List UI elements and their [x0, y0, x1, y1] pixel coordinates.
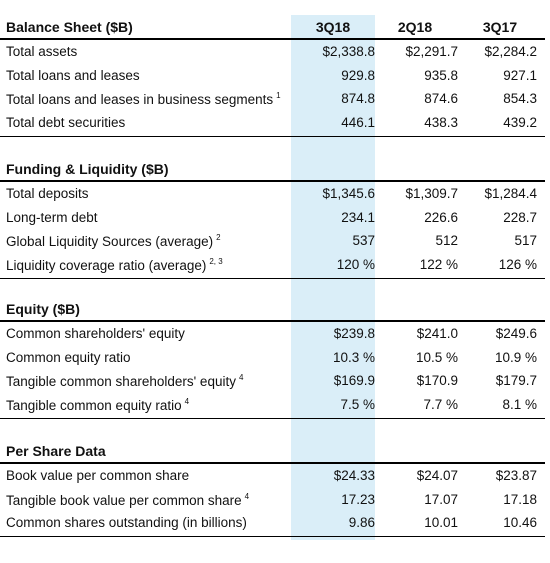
column-header: 3Q17: [482, 19, 518, 35]
cell-value: 8.1 %: [502, 397, 537, 413]
cell-value: $169.9: [333, 373, 375, 389]
cell-value: 234.1: [341, 209, 375, 225]
cell-value: $249.6: [495, 326, 537, 341]
cell-value: $24.07: [416, 468, 458, 483]
cell-value: $2,338.8: [322, 44, 375, 59]
cell-value: 17.07: [424, 491, 458, 507]
row-label: Total loans and leases: [6, 68, 140, 83]
header-rule: [0, 180, 545, 182]
cell-value: 9.86: [348, 515, 375, 531]
header-rule: [0, 462, 545, 464]
label-text: Global Liquidity Sources (average): [6, 234, 214, 250]
cell-value: 7.5 %: [340, 397, 375, 413]
row-label: Liquidity coverage ratio (average) 2, 3: [6, 257, 223, 273]
cell-value: $170.9: [416, 373, 458, 389]
cell-value: 935.8: [424, 67, 458, 83]
row-label: Common shares outstanding (in billions): [6, 515, 247, 530]
footnote-ref: 2, 3: [209, 257, 223, 267]
cell-value: 17.18: [503, 491, 537, 507]
label-text: Tangible book value per common share: [6, 492, 242, 508]
row-label: Tangible common shareholders' equity 4: [6, 373, 243, 389]
label-text: Total loans and leases in business segme…: [6, 92, 274, 108]
footnote-ref: 2: [216, 233, 221, 243]
cell-value: 537: [352, 233, 375, 249]
cell-value: 10.3 %: [332, 349, 375, 365]
row-label: Global Liquidity Sources (average) 2: [6, 233, 221, 249]
label-text: Total assets: [6, 44, 78, 59]
header-rule: [0, 38, 545, 40]
cell-value: 126 %: [498, 257, 537, 273]
cell-value: 927.1: [503, 67, 537, 83]
cell-value: 929.8: [341, 67, 375, 83]
section-rule: [0, 278, 545, 280]
label-text: Common shareholders' equity: [6, 326, 185, 341]
label-text: Total deposits: [6, 186, 89, 201]
section-title: Per Share Data: [6, 443, 106, 459]
label-text: Tangible common shareholders' equity: [6, 374, 236, 390]
cell-value: $2,291.7: [405, 44, 458, 59]
cell-value: 7.7 %: [423, 397, 458, 413]
cell-value: $179.7: [495, 373, 537, 389]
cell-value: $1,345.6: [322, 186, 375, 201]
row-label: Total loans and leases in business segme…: [6, 91, 281, 107]
label-text: Common equity ratio: [6, 349, 131, 365]
header-rule: [0, 320, 545, 322]
cell-value: 10.9 %: [494, 349, 537, 365]
cell-value: 517: [514, 233, 537, 249]
highlight-column: [291, 15, 375, 540]
row-label: Total debt securities: [6, 115, 125, 130]
cell-value: 226.6: [424, 209, 458, 225]
section-title: Funding & Liquidity ($B): [6, 161, 169, 177]
cell-value: 122 %: [419, 257, 458, 273]
row-label: Common equity ratio: [6, 350, 131, 365]
row-label: Total deposits: [6, 186, 89, 201]
row-label: Tangible book value per common share 4: [6, 492, 249, 508]
cell-value: 10.01: [424, 515, 458, 531]
column-header: 3Q18: [315, 19, 351, 35]
cell-value: $2,284.2: [484, 44, 537, 59]
cell-value: $24.33: [333, 468, 375, 483]
label-text: Total debt securities: [6, 115, 126, 131]
cell-value: $23.87: [495, 468, 537, 483]
cell-value: 874.8: [341, 91, 375, 107]
cell-value: $1,309.7: [405, 186, 458, 201]
row-label: Long-term debt: [6, 210, 98, 225]
section-rule: [0, 136, 545, 138]
footnote-ref: 4: [244, 491, 250, 501]
label-text: Book value per common share: [6, 468, 190, 483]
label-text: Tangible common equity ratio: [6, 398, 182, 414]
cell-value: $241.0: [416, 326, 458, 341]
cell-value: 854.3: [503, 91, 537, 107]
cell-value: 10.46: [503, 515, 537, 531]
cell-value: $239.8: [333, 326, 375, 341]
section-rule: [0, 418, 545, 420]
row-label: Tangible common equity ratio 4: [6, 397, 189, 413]
footnote-ref: 4: [238, 373, 244, 383]
cell-value: 446.1: [341, 115, 375, 131]
row-label: Book value per common share: [6, 468, 189, 483]
label-text: Long-term debt: [6, 209, 98, 225]
label-text: Liquidity coverage ratio (average): [6, 258, 207, 274]
cell-value: 512: [435, 233, 458, 249]
section-title: Equity ($B): [6, 301, 80, 317]
cell-value: 438.3: [424, 115, 458, 131]
column-header: 2Q18: [397, 19, 433, 35]
section-rule: [0, 536, 545, 538]
footnote-ref: 4: [184, 397, 190, 407]
section-title: Balance Sheet ($B): [6, 19, 133, 35]
cell-value: 10.5 %: [415, 349, 458, 365]
footnote-ref: 1: [276, 91, 281, 101]
cell-value: $1,284.4: [484, 186, 537, 201]
cell-value: 439.2: [503, 115, 537, 131]
label-text: Common shares outstanding (in billions): [6, 515, 247, 531]
cell-value: 120 %: [336, 257, 375, 273]
label-text: Total loans and leases: [6, 67, 140, 83]
row-label: Common shareholders' equity: [6, 326, 185, 341]
cell-value: 228.7: [503, 209, 537, 225]
cell-value: 17.23: [341, 491, 375, 507]
row-label: Total assets: [6, 44, 77, 59]
cell-value: 874.6: [424, 91, 458, 107]
